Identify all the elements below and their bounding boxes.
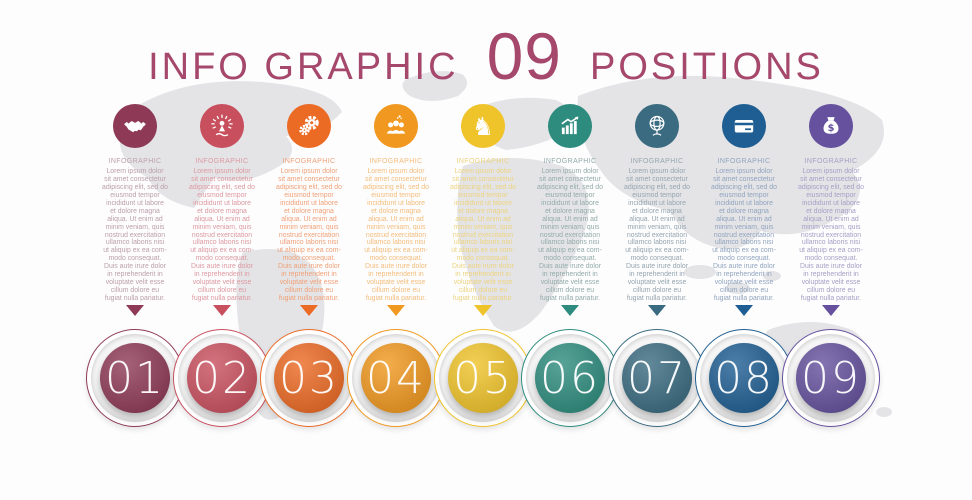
infographic-step-5: ♞ INFOGRAPHIC Lorem ipsum dolor sit amet…: [434, 104, 532, 444]
step-heading: INFOGRAPHIC: [369, 158, 423, 165]
circle-inner: 04: [361, 343, 431, 413]
globe-icon: [635, 104, 679, 148]
circle-inner: 05: [448, 343, 518, 413]
svg-text:$: $: [828, 123, 835, 134]
step-heading: INFOGRAPHIC: [282, 158, 336, 165]
down-triangle-icon: [300, 305, 318, 316]
step-number: 02: [192, 352, 252, 404]
step-body: Lorem ipsum dolor sit amet consectetur a…: [363, 168, 429, 302]
step-heading: INFOGRAPHIC: [717, 158, 771, 165]
chess-knight-glyph: ♞: [471, 111, 495, 141]
down-triangle-icon: [474, 305, 492, 316]
down-triangle-icon: [126, 305, 144, 316]
down-triangle-icon: [387, 305, 405, 316]
infographic-step-3: INFOGRAPHIC Lorem ipsum dolor sit amet c…: [260, 104, 358, 444]
growth-chart-icon: [548, 104, 592, 148]
step-number-circle: 03: [260, 329, 358, 427]
team-icon: [374, 104, 418, 148]
page-title: INFO GRAPHIC 09 POSITIONS: [0, 18, 972, 94]
infographic-step-8: INFOGRAPHIC Lorem ipsum dolor sit amet c…: [695, 104, 793, 444]
step-number: 03: [279, 352, 339, 404]
infographic-step-4: INFOGRAPHIC Lorem ipsum dolor sit amet c…: [347, 104, 445, 444]
circle-inner: 01: [100, 343, 170, 413]
step-number: 06: [540, 352, 600, 404]
infographic-step-6: INFOGRAPHIC Lorem ipsum dolor sit amet c…: [521, 104, 619, 444]
title-left: INFO GRAPHIC: [148, 46, 459, 88]
infographic-step-1: INFOGRAPHIC Lorem ipsum dolor sit amet c…: [86, 104, 184, 444]
idea-burst-icon: [200, 104, 244, 148]
circle-inner: 09: [796, 343, 866, 413]
circle-inner: 07: [622, 343, 692, 413]
handshake-icon: [113, 104, 157, 148]
circle-inner: 02: [187, 343, 257, 413]
down-triangle-icon: [561, 305, 579, 316]
step-body: Lorem ipsum dolor sit amet consectetur a…: [711, 168, 777, 302]
down-triangle-icon: [822, 305, 840, 316]
step-heading: INFOGRAPHIC: [108, 158, 162, 165]
step-number-circle: 08: [695, 329, 793, 427]
step-number-circle: 07: [608, 329, 706, 427]
circle-inner: 06: [535, 343, 605, 413]
step-number-circle: 02: [173, 329, 271, 427]
step-number-circle: 01: [86, 329, 184, 427]
down-triangle-icon: [213, 305, 231, 316]
step-body: Lorem ipsum dolor sit amet consectetur a…: [102, 168, 168, 302]
step-number: 01: [105, 352, 165, 404]
step-heading: INFOGRAPHIC: [456, 158, 510, 165]
step-body: Lorem ipsum dolor sit amet consectetur a…: [537, 168, 603, 302]
credit-card-icon: [722, 104, 766, 148]
step-number: 04: [366, 352, 426, 404]
step-number: 09: [801, 352, 861, 404]
step-number: 05: [453, 352, 513, 404]
step-number-circle: 05: [434, 329, 532, 427]
step-body: Lorem ipsum dolor sit amet consectetur a…: [189, 168, 255, 302]
step-body: Lorem ipsum dolor sit amet consectetur a…: [624, 168, 690, 302]
step-heading: INFOGRAPHIC: [543, 158, 597, 165]
step-heading: INFOGRAPHIC: [804, 158, 858, 165]
gears-icon: [287, 104, 331, 148]
step-heading: INFOGRAPHIC: [195, 158, 249, 165]
step-number-circle: 06: [521, 329, 619, 427]
infographic-step-2: INFOGRAPHIC Lorem ipsum dolor sit amet c…: [173, 104, 271, 444]
step-heading: INFOGRAPHIC: [630, 158, 684, 165]
down-triangle-icon: [648, 305, 666, 316]
circle-inner: 03: [274, 343, 344, 413]
title-number: 09: [486, 19, 562, 93]
step-body: Lorem ipsum dolor sit amet consectetur a…: [450, 168, 516, 302]
infographic-step-7: INFOGRAPHIC Lorem ipsum dolor sit amet c…: [608, 104, 706, 444]
step-body: Lorem ipsum dolor sit amet consectetur a…: [276, 168, 342, 302]
step-body: Lorem ipsum dolor sit amet consectetur a…: [798, 168, 864, 302]
step-number-circle: 09: [782, 329, 880, 427]
circle-inner: 08: [709, 343, 779, 413]
step-number: 08: [714, 352, 774, 404]
infographic-step-9: $ INFOGRAPHIC Lorem ipsum dolor sit amet…: [782, 104, 880, 444]
chess-knight-icon: ♞: [461, 104, 505, 148]
down-triangle-icon: [735, 305, 753, 316]
step-number: 07: [627, 352, 687, 404]
money-bag-icon: $: [809, 104, 853, 148]
title-right: POSITIONS: [589, 46, 824, 88]
step-number-circle: 04: [347, 329, 445, 427]
